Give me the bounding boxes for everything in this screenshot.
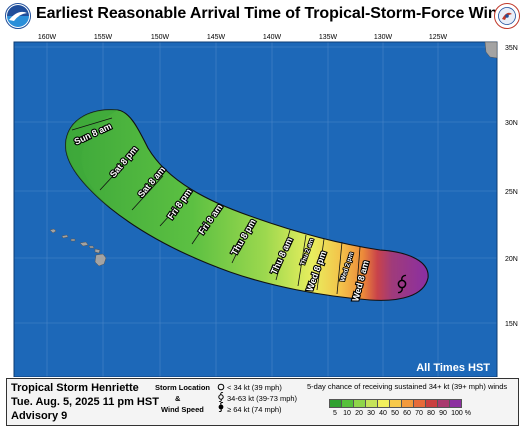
advisory-info: Tropical Storm Henriette Tue. Aug. 5, 20… xyxy=(11,381,159,423)
wind-speed-label: Wind Speed xyxy=(161,405,204,414)
probability-tick-label: 90 xyxy=(439,410,447,417)
lon-label: 130W xyxy=(374,34,393,41)
tropical-storm-icon xyxy=(218,392,224,402)
wind-legend-item: < 34 kt (39 mph) xyxy=(227,383,282,392)
circle-icon xyxy=(217,383,225,391)
nws-logo xyxy=(494,3,520,29)
storm-symbol xyxy=(397,274,407,294)
lon-label: 125W xyxy=(429,34,448,41)
storm-location-label: Storm Location xyxy=(155,383,211,392)
footer: Tropical Storm Henriette Tue. Aug. 5, 20… xyxy=(6,378,519,426)
lon-label: 145W xyxy=(207,34,226,41)
time-contours xyxy=(71,117,361,299)
page-title: Earliest Reasonable Arrival Time of Trop… xyxy=(36,5,517,22)
map: 160W 155W 150W 145W 140W 135W 130W 125W … xyxy=(0,30,525,378)
advisory-date: Tue. Aug. 5, 2025 11 pm HST xyxy=(11,396,159,408)
ocean xyxy=(14,42,497,377)
probability-tick-label: 70 xyxy=(415,410,423,417)
lat-label: 25N xyxy=(505,189,518,196)
probability-swath xyxy=(65,109,429,301)
probability-ticks: 5 10 20 30 40 50 60 70 80 90 100 % xyxy=(329,410,519,420)
longitude-labels: 160W 155W 150W 145W 140W 135W 130W 125W xyxy=(38,34,448,41)
hurricane-icon xyxy=(218,402,224,412)
land xyxy=(49,41,498,267)
probability-tick-label: 50 xyxy=(391,410,399,417)
header: Earliest Reasonable Arrival Time of Trop… xyxy=(0,0,525,30)
lat-label: 20N xyxy=(505,256,518,263)
lon-label: 160W xyxy=(38,34,57,41)
lat-label: 30N xyxy=(505,120,518,127)
lon-label: 140W xyxy=(263,34,282,41)
probability-tick-label: 10 xyxy=(343,410,351,417)
probability-swatches xyxy=(329,399,462,408)
time-zone-note: All Times HST xyxy=(416,362,490,374)
amp-label: & xyxy=(175,394,181,403)
probability-tick-label: 30 xyxy=(367,410,375,417)
probability-tick-label: 5 xyxy=(333,410,337,417)
probability-tick-label: 60 xyxy=(403,410,411,417)
storm-legend: Storm Location & Wind Speed < 34 kt (39 … xyxy=(155,382,305,422)
storm-name: Tropical Storm Henriette xyxy=(11,382,139,394)
probability-swatch xyxy=(449,399,462,408)
noaa-logo xyxy=(5,3,31,29)
lon-label: 155W xyxy=(94,34,113,41)
lat-label: 15N xyxy=(505,321,518,328)
probability-legend-title: 5-day chance of receiving sustained 34+ … xyxy=(307,382,508,391)
lon-label: 150W xyxy=(151,34,170,41)
probability-tick-label: 20 xyxy=(355,410,363,417)
lon-label: 135W xyxy=(319,34,338,41)
lat-label: 35N xyxy=(505,45,518,52)
latitude-labels: 35N 30N 25N 20N 15N xyxy=(505,45,518,328)
wind-legend-item: ≥ 64 kt (74 mph) xyxy=(227,405,282,414)
probability-legend: 5-day chance of receiving sustained 34+ … xyxy=(307,382,517,417)
advisory-number: Advisory 9 xyxy=(11,410,68,422)
probability-tick-label: 40 xyxy=(379,410,387,417)
probability-tick-label: 100 % xyxy=(451,410,471,417)
probability-tick-label: 80 xyxy=(427,410,435,417)
wind-legend-item: 34-63 kt (39-73 mph) xyxy=(227,394,298,403)
